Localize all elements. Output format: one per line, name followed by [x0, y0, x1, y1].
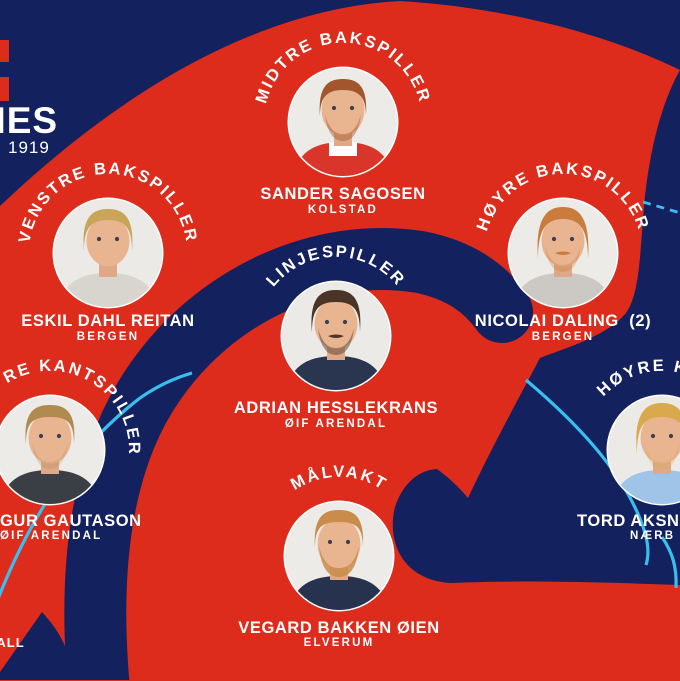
position-label: MÅLVAKT	[288, 463, 391, 494]
player-avatar	[606, 394, 680, 510]
player-club: ØIF ARENDAL	[0, 530, 102, 542]
footer-text-fragment: BALL	[0, 635, 25, 650]
player-name: GUR GAUTASON	[0, 512, 142, 531]
position-label: HØYRE KANT	[594, 357, 680, 400]
player-name: ESKIL DAHL REITAN	[0, 312, 258, 331]
player-name: NICOLAI DALING (2)	[413, 312, 680, 331]
player-club: BERGEN	[413, 331, 680, 343]
player-name: VEGARD BAKKEN ØIEN	[189, 619, 489, 638]
logo-glyph-fragment-top	[0, 40, 9, 62]
player-club: BERGEN	[0, 331, 258, 343]
player-name: SANDER SAGOSEN	[193, 185, 493, 204]
player-club: KOLSTAD	[193, 204, 493, 216]
player-name: TORD AKSNES	[577, 512, 680, 531]
player-club: ELVERUM	[189, 637, 489, 649]
player-club: ØIF ARENDAL	[186, 418, 486, 430]
player-name: ADRIAN HESSLEKRANS	[186, 399, 486, 418]
logo-glyph-fragment-bottom	[0, 77, 9, 101]
player-club: NÆRB	[630, 530, 675, 542]
